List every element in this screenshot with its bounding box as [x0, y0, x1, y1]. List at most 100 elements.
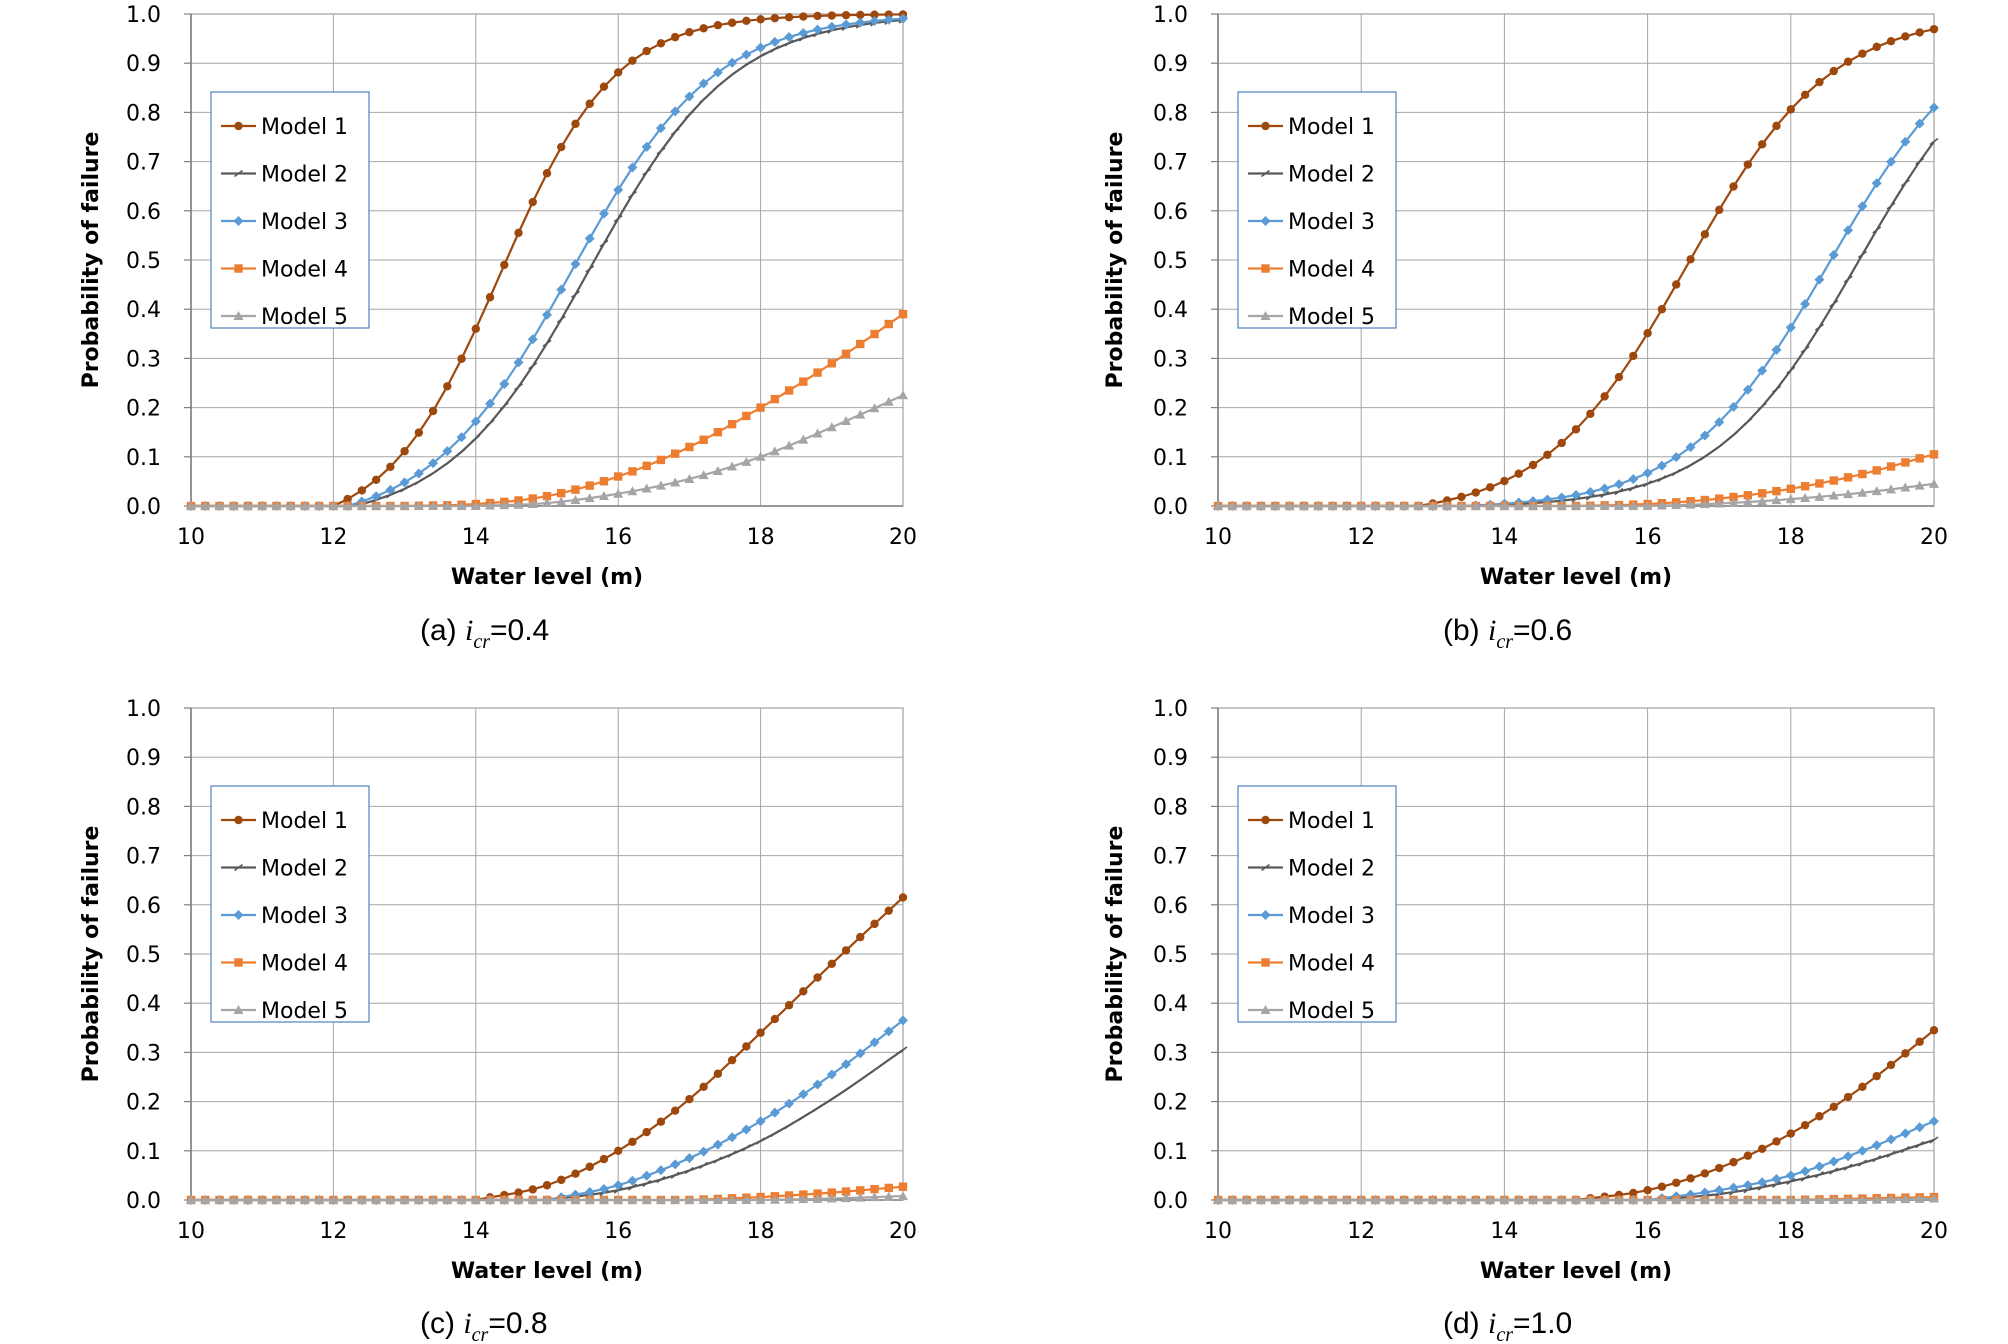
y-tick-label: 0.9 — [126, 52, 161, 77]
legend-swatch-marker — [1260, 1005, 1271, 1014]
data-point — [1485, 483, 1495, 492]
data-point — [399, 501, 410, 510]
legend-swatch-marker — [233, 216, 244, 226]
data-point — [1499, 501, 1510, 510]
legend-swatch-marker — [233, 1005, 244, 1014]
data-point — [514, 383, 524, 391]
legend-entry: Model 4 — [1288, 258, 1375, 283]
y-tick-label: 0.3 — [1153, 1041, 1188, 1066]
data-point — [570, 290, 580, 299]
data-point — [1772, 1137, 1781, 1146]
data-point — [1571, 1195, 1581, 1204]
data-point — [1700, 230, 1710, 239]
data-point — [698, 78, 709, 89]
legend-entry: Model 5 — [1288, 305, 1375, 330]
data-point — [542, 1195, 552, 1204]
legend-swatch-marker — [233, 311, 244, 320]
legend-box — [210, 785, 370, 1023]
data-point — [1298, 1195, 1309, 1204]
data-point — [470, 501, 481, 510]
data-point — [756, 1137, 766, 1145]
data-point — [1715, 1163, 1724, 1173]
data-point — [799, 377, 808, 386]
data-point — [542, 169, 552, 178]
data-point — [1327, 501, 1338, 510]
data-point — [1600, 392, 1609, 401]
data-point — [1542, 501, 1553, 510]
data-point — [1613, 1195, 1624, 1204]
data-point — [755, 1116, 766, 1127]
data-point — [1728, 1182, 1739, 1193]
data-point — [1599, 501, 1610, 510]
data-point — [556, 496, 567, 506]
x-tick-label: 12 — [319, 525, 347, 550]
data-point — [1657, 1182, 1667, 1191]
y-tick-label: 0.2 — [1153, 397, 1188, 422]
x-tick-label: 10 — [1204, 525, 1232, 550]
caption-value: =0.4 — [490, 614, 549, 647]
data-point — [1699, 430, 1710, 441]
data-point — [1341, 1195, 1352, 1204]
data-point — [770, 394, 780, 404]
data-point — [1814, 1195, 1825, 1204]
data-point — [670, 477, 681, 487]
x-axis-title: Water level (m) — [1480, 565, 1672, 590]
data-point — [514, 228, 523, 238]
data-point — [470, 1195, 481, 1204]
data-point — [1413, 501, 1424, 510]
data-point — [656, 1175, 666, 1184]
data-point — [1241, 1195, 1252, 1204]
data-point — [1643, 1185, 1652, 1195]
data-point — [1829, 66, 1838, 76]
x-axis-title: Water level (m) — [451, 565, 643, 590]
data-point — [1628, 484, 1638, 492]
data-point — [841, 1193, 852, 1203]
data-point — [585, 481, 594, 490]
data-point — [699, 1161, 709, 1170]
data-point — [385, 501, 396, 510]
x-tick-label: 12 — [1347, 525, 1375, 550]
data-point — [186, 1195, 196, 1204]
data-point — [870, 919, 879, 929]
data-point — [1886, 1060, 1896, 1070]
y-tick-label: 0.6 — [126, 894, 161, 919]
caption-prefix: (c) — [420, 1307, 463, 1340]
x-tick-label: 20 — [1920, 1219, 1948, 1244]
data-point — [627, 1195, 638, 1204]
data-point — [1571, 501, 1581, 510]
y-tick-label: 0.6 — [1153, 200, 1188, 225]
data-point — [1699, 1195, 1710, 1204]
data-point — [1384, 1195, 1395, 1204]
data-point — [784, 39, 794, 47]
y-tick-label: 0.2 — [1153, 1091, 1188, 1116]
data-point — [1929, 450, 1939, 459]
data-point — [386, 462, 395, 472]
data-point — [1886, 1134, 1897, 1145]
data-point — [371, 1195, 382, 1204]
data-point — [870, 1184, 879, 1194]
data-point — [1614, 487, 1624, 496]
data-point — [1657, 305, 1667, 314]
data-point — [883, 14, 894, 25]
data-point — [1843, 1195, 1854, 1204]
data-point — [841, 416, 852, 426]
data-point — [870, 10, 879, 19]
data-point — [1685, 1195, 1696, 1204]
data-point — [642, 168, 652, 176]
y-tick-label: 0.6 — [1153, 894, 1188, 919]
data-point — [1356, 501, 1367, 510]
data-point — [1671, 468, 1681, 477]
x-tick-label: 16 — [1634, 525, 1662, 550]
data-point — [1843, 1163, 1853, 1171]
data-point — [1370, 1195, 1381, 1204]
data-point — [613, 184, 624, 195]
y-tick-label: 0.8 — [1153, 795, 1188, 820]
data-point — [641, 483, 652, 493]
data-point — [1671, 452, 1682, 463]
data-point — [1814, 1161, 1825, 1172]
data-point — [1672, 1178, 1681, 1187]
data-point — [598, 1195, 609, 1204]
data-point — [1456, 1195, 1467, 1204]
data-point — [698, 470, 709, 480]
data-point — [1901, 32, 1910, 41]
